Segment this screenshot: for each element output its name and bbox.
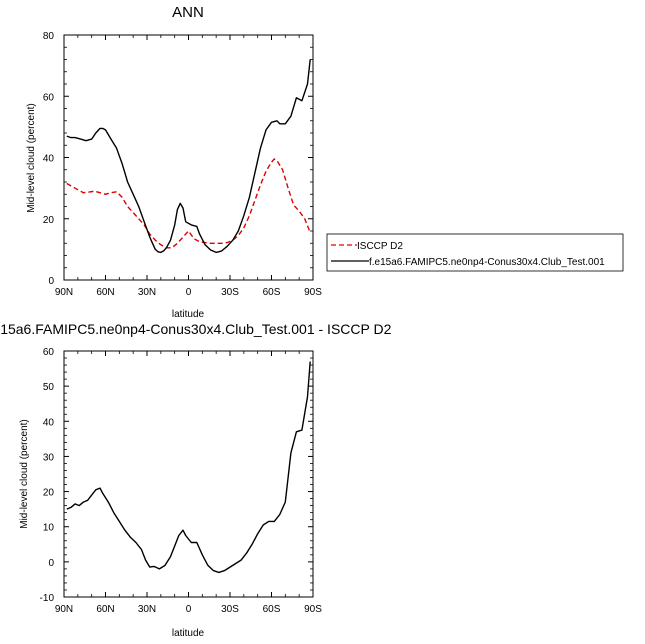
bottom-xtick-label: 0	[186, 604, 192, 615]
bottom-ylabel: Mid-level cloud (percent)	[19, 419, 30, 529]
legend: ISCCP D2 f.e15a6.FAMIPC5.ne0np4-Conus30x…	[326, 233, 624, 272]
top-ytick-label: 20	[43, 215, 55, 226]
top-xtick-label: 30N	[138, 287, 156, 298]
top-plot-area: 90N 60N 30N 0 30S 60S 90S 0 20 40 60 80	[43, 31, 322, 298]
bottom-ytick-label: 20	[43, 488, 55, 499]
legend-box	[326, 233, 624, 272]
bottom-xlabel: latitude	[172, 628, 205, 639]
top-ytick-label: 80	[43, 31, 55, 42]
top-xtick-label: 0	[186, 287, 192, 298]
bottom-ytick-label: 0	[48, 558, 54, 569]
bottom-xtick-label: 90S	[304, 604, 322, 615]
top-ylabel: Mid-level cloud (percent)	[26, 103, 37, 213]
top-xtick-label: 90N	[55, 287, 73, 298]
bottom-plot-area: 90N 60N 30N 0 30S 60S 90S -10 0 10 20 30 40 50 60	[40, 347, 323, 615]
top-xtick-label: 60N	[96, 287, 114, 298]
top-xtick-label: 30S	[221, 287, 239, 298]
bottom-ytick-label: 50	[43, 382, 55, 393]
bottom-ytick-label: 40	[43, 417, 55, 428]
top-ytick-label: 40	[43, 154, 55, 165]
bottom-panel: f.e15a6.FAMIPC5.ne0np4-Conus30x4.Club_Te…	[0, 321, 392, 639]
top-xtick-label: 60S	[263, 287, 281, 298]
bottom-xtick-label: 60N	[96, 604, 114, 615]
legend-label-model: f.e15a6.FAMIPC5.ne0np4-Conus30x4.Club_Te…	[369, 257, 605, 268]
top-plot-frame	[63, 34, 314, 281]
bottom-plot-frame	[63, 350, 314, 598]
top-series-line-1	[66, 59, 311, 254]
top-xlabel: latitude	[172, 309, 205, 320]
top-panel: ANN Mid-level cloud (percent) latitude 9…	[26, 4, 322, 320]
bottom-xtick-label: 30N	[138, 604, 156, 615]
top-xtick-label: 90S	[304, 287, 322, 298]
bottom-ytick-label: -10	[40, 593, 55, 604]
bottom-ytick-label: 60	[43, 347, 55, 358]
legend-label-isccp: ISCCP D2	[357, 241, 403, 252]
bottom-xtick-label: 60S	[263, 604, 281, 615]
top-series-line-0	[66, 158, 311, 249]
bottom-title: f.e15a6.FAMIPC5.ne0np4-Conus30x4.Club_Te…	[0, 321, 392, 337]
bottom-xtick-label: 30S	[221, 604, 239, 615]
top-ytick-label: 60	[43, 92, 55, 103]
bottom-xtick-label: 90N	[55, 604, 73, 615]
bottom-ytick-label: 10	[43, 523, 55, 534]
bottom-ytick-label: 30	[43, 452, 55, 463]
top-ytick-label: 0	[48, 276, 54, 287]
top-title: ANN	[172, 4, 204, 21]
bottom-series-line-0	[66, 361, 311, 574]
